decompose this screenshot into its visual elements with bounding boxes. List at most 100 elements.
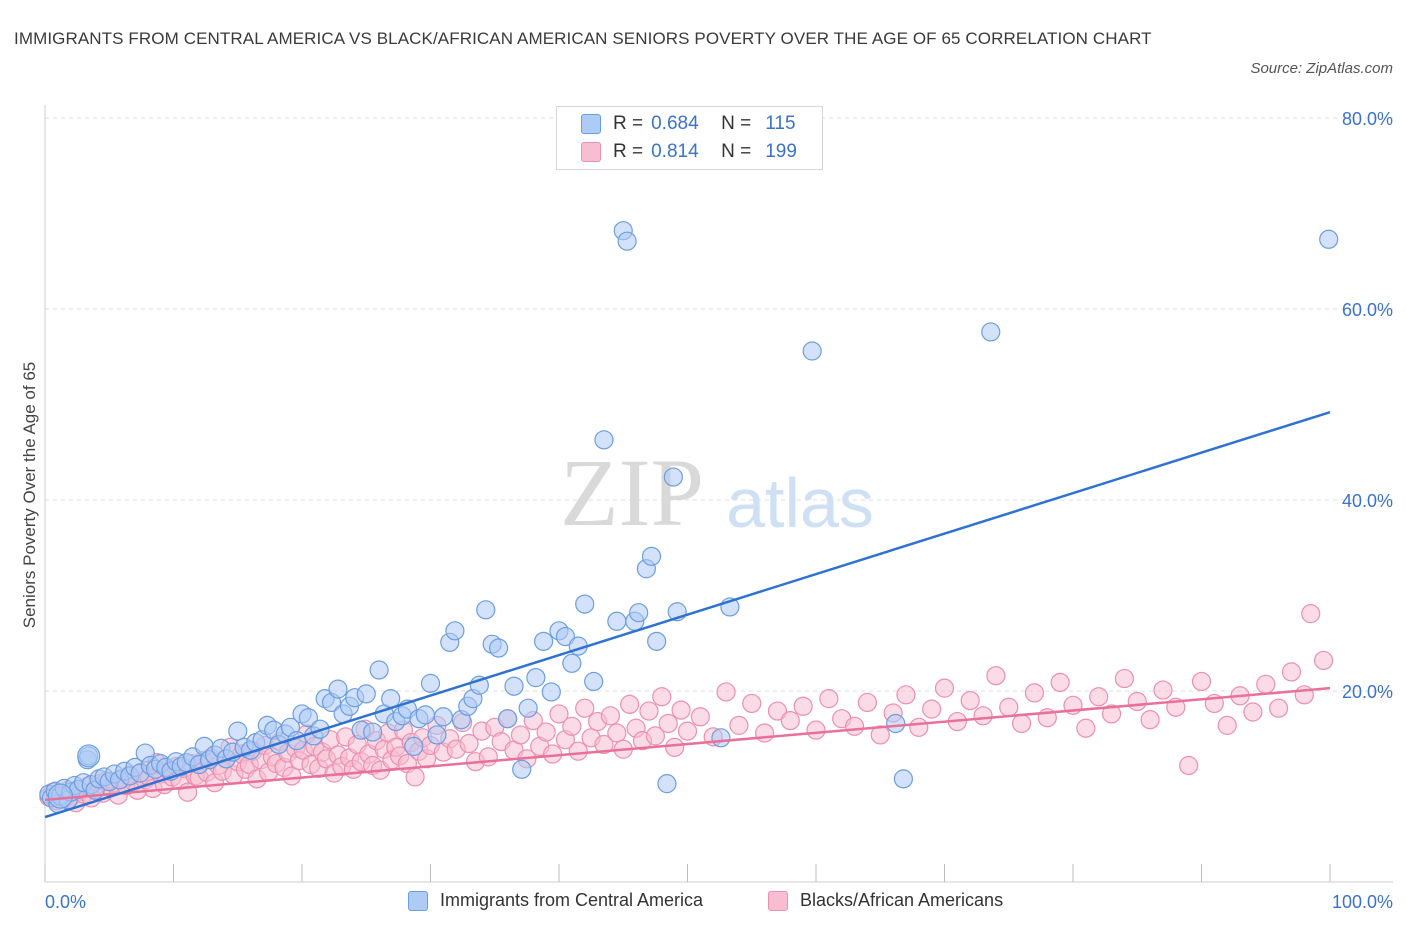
legend-label-immigrants: Immigrants from Central America xyxy=(440,890,704,910)
pink-point xyxy=(459,733,479,754)
y-axis-label: Seniors Poverty Over the Age of 65 xyxy=(20,361,39,629)
blue-point xyxy=(504,676,524,696)
pink-point xyxy=(1179,755,1199,776)
pink-point xyxy=(1268,698,1289,718)
blue-point xyxy=(981,322,1001,342)
blue-point xyxy=(369,660,389,680)
pink-point xyxy=(536,722,556,742)
blue-point xyxy=(1319,229,1339,249)
pink-point xyxy=(1050,672,1070,693)
pink-point xyxy=(510,725,531,745)
pink-point xyxy=(857,692,878,713)
pink-point xyxy=(1076,718,1096,738)
blue-point xyxy=(711,728,731,748)
blue-point xyxy=(328,679,348,699)
pink-point xyxy=(844,716,865,736)
blue-point xyxy=(562,653,582,673)
blue-point xyxy=(445,621,465,641)
blue-point xyxy=(641,546,662,566)
pink-point xyxy=(478,747,498,767)
pink-point xyxy=(1313,650,1334,671)
blue-point xyxy=(420,673,441,693)
legend-r-label: R = xyxy=(613,113,644,134)
legend-item-immigrants: Immigrants from Central America xyxy=(408,890,703,911)
blue-point xyxy=(594,430,614,450)
pink-point xyxy=(658,713,678,734)
series-blacks-points xyxy=(39,604,1334,813)
tick-labels: 20.0% 40.0% 60.0% 80.0% 0.0% 100.0% xyxy=(45,109,1393,912)
blue-point xyxy=(228,721,248,741)
pink-point xyxy=(1301,604,1321,624)
watermark-atlas: atlas xyxy=(726,464,874,542)
source-label: Source: ZipAtlas.com xyxy=(1250,60,1393,77)
pink-point xyxy=(806,720,826,740)
y-tick-label: 60.0% xyxy=(1342,300,1393,320)
pink-point xyxy=(607,723,627,743)
pink-point xyxy=(282,766,302,786)
blue-point xyxy=(404,736,424,756)
blue-point xyxy=(363,722,383,742)
axes xyxy=(44,105,1393,883)
blue-point xyxy=(47,783,74,809)
legend-swatch-pink xyxy=(581,142,601,162)
pink-point xyxy=(1243,702,1263,722)
blue-point xyxy=(607,611,627,631)
legend-swatch-blue xyxy=(581,114,601,134)
blue-point xyxy=(584,671,604,692)
pink-point xyxy=(594,734,614,755)
pink-point xyxy=(729,715,749,735)
pink-point xyxy=(665,737,685,757)
pink-point xyxy=(1217,715,1237,735)
legend-n-value: 199 xyxy=(765,141,797,162)
chart-title: IMMIGRANTS FROM CENTRAL AMERICA VS BLACK… xyxy=(14,29,1152,48)
blue-point xyxy=(663,467,683,487)
pink-point xyxy=(754,723,775,743)
y-tick-label: 20.0% xyxy=(1342,682,1393,702)
blue-point xyxy=(533,631,554,651)
legend-r-value: 0.814 xyxy=(651,141,699,162)
pink-point xyxy=(819,689,839,709)
x-tick-label: 0.0% xyxy=(45,892,86,912)
pink-point xyxy=(639,701,659,721)
pink-point xyxy=(600,706,621,726)
trend-lines xyxy=(44,410,1331,819)
blue-point xyxy=(657,774,677,794)
pink-point xyxy=(909,717,929,737)
legend-n-label: N = xyxy=(721,113,752,134)
pink-point xyxy=(1140,710,1160,730)
trend-line-immigrants xyxy=(44,410,1331,819)
watermark-zip: ZIP xyxy=(560,439,704,546)
pink-point xyxy=(690,707,710,727)
pink-point xyxy=(780,711,800,731)
legend-r-value: 0.684 xyxy=(651,113,699,134)
pink-point xyxy=(652,687,672,707)
pink-point xyxy=(1127,691,1147,712)
pink-point xyxy=(620,694,640,714)
blue-point xyxy=(476,600,496,620)
legend-row-immigrants: R = 0.684 N = 115 xyxy=(581,112,796,136)
pink-point xyxy=(934,678,955,698)
pink-point xyxy=(922,699,942,719)
blue-point xyxy=(541,682,561,702)
pink-point xyxy=(960,690,980,711)
pink-point xyxy=(1089,687,1109,707)
blue-point xyxy=(427,725,447,745)
blue-point xyxy=(77,744,101,768)
pink-point xyxy=(1024,683,1045,703)
blue-point xyxy=(415,705,435,725)
legend-swatch-pink xyxy=(768,890,788,911)
blue-point xyxy=(518,698,538,718)
pink-point xyxy=(1294,685,1314,705)
blue-point xyxy=(555,626,576,647)
blue-point xyxy=(647,631,667,651)
pink-point xyxy=(742,693,762,714)
blue-point xyxy=(356,684,376,704)
pink-point xyxy=(549,704,569,724)
legend-n-value: 115 xyxy=(765,113,796,134)
series-immigrants-points xyxy=(39,221,1339,814)
correlation-legend: R = 0.684 N = 115 R = 0.814 N = 199 xyxy=(556,106,823,170)
blue-point xyxy=(498,709,518,729)
pink-point xyxy=(767,701,788,721)
pink-point xyxy=(1191,671,1212,692)
pink-point xyxy=(671,700,691,720)
